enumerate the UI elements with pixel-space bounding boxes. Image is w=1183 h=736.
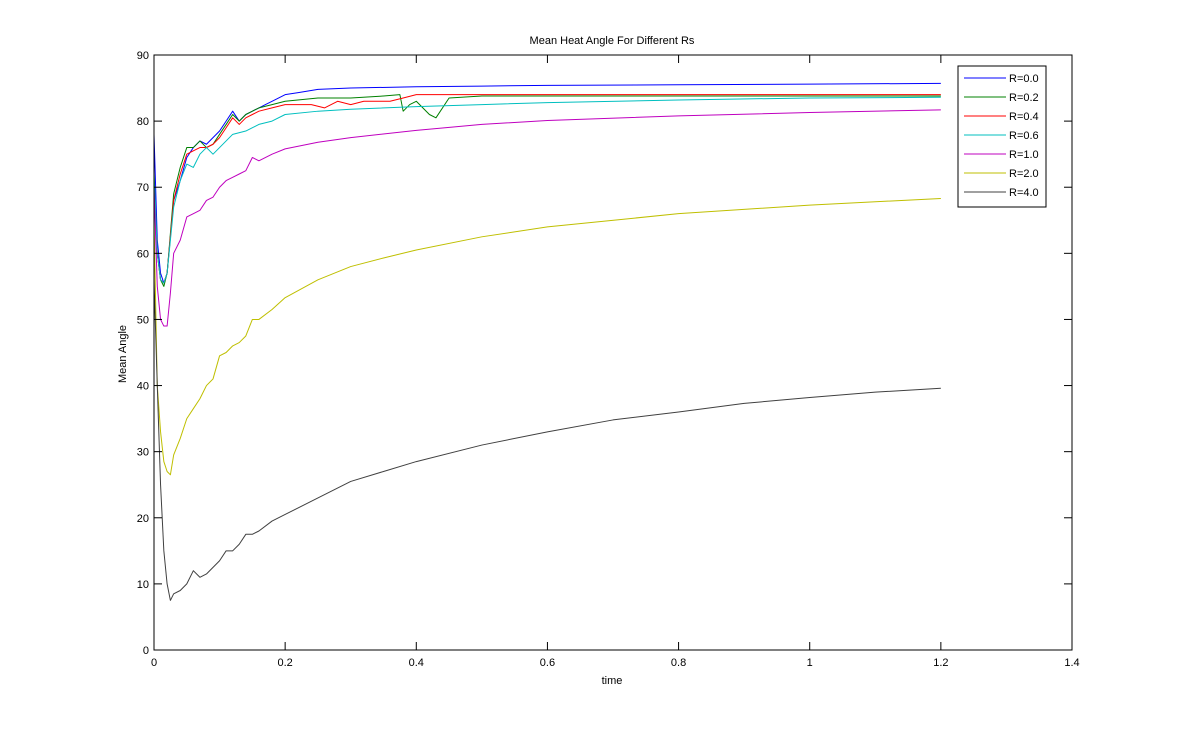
y-tick-label: 90 (137, 50, 149, 62)
x-tick-label: 1 (807, 657, 813, 669)
y-tick-label: 30 (137, 447, 149, 459)
x-tick-label: 1.4 (1064, 657, 1079, 669)
series-layer (153, 82, 941, 601)
legend-label: R=0.0 (1009, 73, 1039, 85)
legend-label: R=4.0 (1009, 187, 1039, 199)
series-line-r-0-6 (153, 96, 941, 284)
x-tick-label: 0.2 (277, 657, 292, 669)
y-tick-label: 80 (137, 116, 149, 128)
axes-box (153, 54, 1073, 651)
y-axis-label: Mean Angle (117, 325, 129, 383)
series-line-r-0-2 (153, 94, 941, 287)
series-line-r-0-4 (153, 94, 941, 284)
chart-title: Mean Heat Angle For Different Rs (530, 35, 695, 47)
axes-layer: 0 0.2 0.4 0.6 0.8 1 1.2 1.4 0 10 20 30 40 50 60 70 80 90 (137, 50, 1080, 669)
x-tick-label: 0.6 (540, 657, 555, 669)
legend-label: R=0.6 (1009, 130, 1039, 142)
x-tick-label: 0.8 (671, 657, 686, 669)
y-tick-label: 10 (137, 579, 149, 591)
x-tick-label: 0 (151, 657, 157, 669)
legend-label: R=1.0 (1009, 149, 1039, 161)
series-line-r-4-0 (153, 279, 941, 601)
y-tick-label: 60 (137, 248, 149, 260)
legend-label: R=2.0 (1009, 168, 1039, 180)
legend-label: R=0.4 (1009, 111, 1039, 123)
x-axis-label: time (602, 675, 623, 687)
y-tick-label: 70 (137, 182, 149, 194)
y-tick-label: 40 (137, 381, 149, 393)
legend-box (957, 65, 1047, 208)
legend: R=0.0 R=0.2 R=0.4 R=0.6 R=1.0 R=2.0 R=4.0 (957, 65, 1047, 208)
legend-label: R=0.2 (1009, 92, 1039, 104)
series-line-r-2-0 (153, 197, 941, 476)
x-tick-label: 1.2 (933, 657, 948, 669)
y-tick-label: 50 (137, 314, 149, 326)
y-tick-label: 0 (143, 645, 149, 657)
y-tick-label: 20 (137, 513, 149, 525)
series-line-r-1-0 (153, 109, 941, 327)
x-tick-label: 0.4 (409, 657, 424, 669)
